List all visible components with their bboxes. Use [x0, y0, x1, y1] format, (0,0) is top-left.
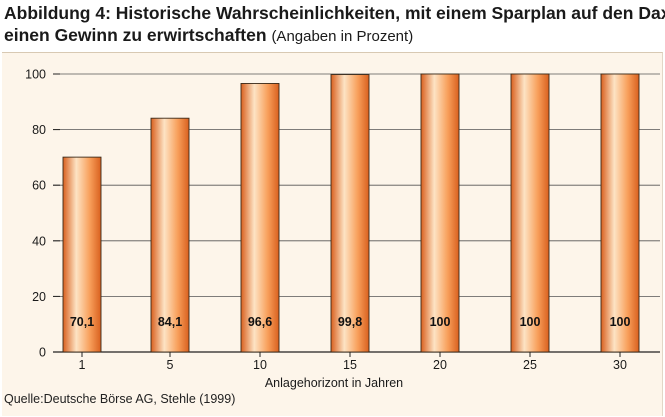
- bar-value-label: 100: [430, 315, 451, 329]
- x-tick-label: 5: [167, 358, 174, 372]
- bar-layer: [62, 73, 640, 353]
- bar-value-label: 100: [610, 315, 631, 329]
- x-tick-label: 10: [253, 358, 267, 372]
- chart-unit-note: (Angaben in Prozent): [271, 28, 414, 45]
- y-tick-label: 0: [39, 346, 46, 360]
- y-tick-label: 40: [32, 234, 46, 248]
- bar: [330, 74, 370, 353]
- bar-value-label: 96,6: [248, 315, 272, 329]
- y-tick-label: 80: [32, 123, 46, 137]
- bar-value-label: 100: [520, 315, 541, 329]
- y-tick-label: 100: [25, 68, 46, 82]
- bar-chart: 0 20 40 60 80 100 70,1 1 84,1 5 96,6 10 99,8 15 100 20…: [25, 68, 660, 390]
- bar: [600, 73, 640, 353]
- chart-title-line-2-text: einen Gewinn zu erwirtschaften: [4, 25, 267, 45]
- y-tick-label: 20: [32, 290, 46, 304]
- bar: [62, 156, 102, 353]
- chart-title-block: Abbildung 4: Historische Wahrscheinlichk…: [4, 2, 665, 48]
- x-tick-label: 1: [79, 358, 86, 372]
- bar-value-label: 84,1: [158, 315, 182, 329]
- x-axis-label: Anlagehorizont in Jahren: [265, 376, 403, 390]
- x-tick-label: 20: [433, 358, 447, 372]
- chart-title-line-1: Abbildung 4: Historische Wahrscheinlichk…: [4, 3, 665, 23]
- x-tick-label: 30: [613, 358, 627, 372]
- bar: [240, 83, 280, 353]
- x-tick-label: 25: [523, 358, 537, 372]
- chart-title-line-2: einen Gewinn zu erwirtschaften (Angaben …: [4, 24, 664, 48]
- y-tick-label: 60: [32, 179, 46, 193]
- chart-panel: 0 20 40 60 80 100 70,1 1 84,1 5 96,6 10 99,8 15 100 20…: [2, 52, 663, 416]
- bar-value-label: 70,1: [70, 315, 94, 329]
- source-note: Quelle:Deutsche Börse AG, Stehle (1999): [4, 392, 236, 406]
- bar: [150, 117, 190, 353]
- bar-value-label: 99,8: [338, 315, 362, 329]
- label-layer: 70,1 1 84,1 5 96,6 10 99,8 15 100 20 100 25 100 30: [70, 315, 631, 372]
- bar: [420, 73, 460, 353]
- x-tick-label: 15: [343, 358, 357, 372]
- bar: [510, 73, 550, 353]
